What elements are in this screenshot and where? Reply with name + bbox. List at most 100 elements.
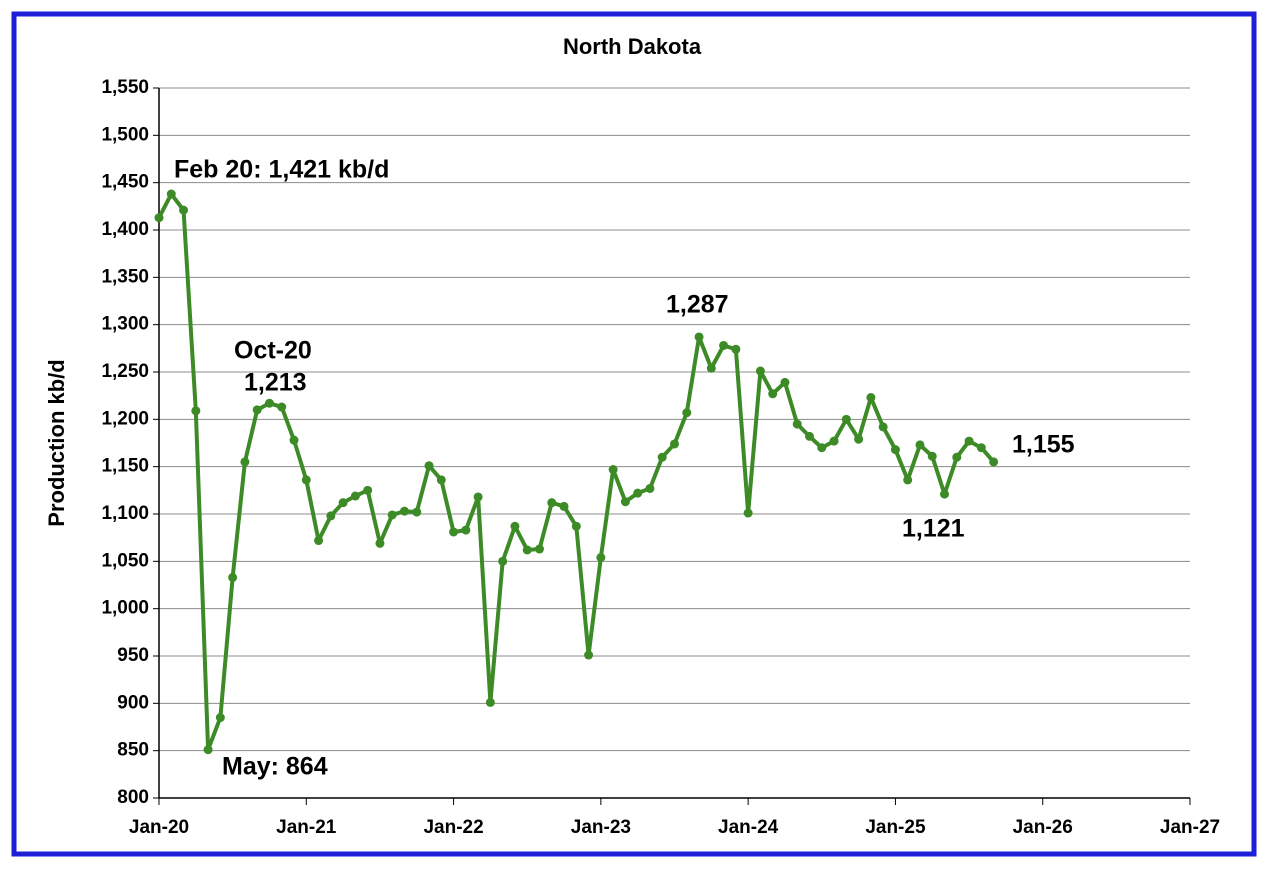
data-point bbox=[154, 213, 164, 223]
y-tick-label: 900 bbox=[117, 692, 149, 713]
data-point bbox=[387, 510, 397, 520]
data-point bbox=[350, 491, 360, 501]
data-point bbox=[264, 398, 274, 408]
annotation: Oct-20 bbox=[234, 337, 312, 365]
data-point bbox=[436, 475, 446, 485]
data-point bbox=[277, 402, 287, 412]
data-point bbox=[731, 344, 741, 354]
chart-title: North Dakota bbox=[563, 34, 702, 59]
data-point bbox=[829, 436, 839, 446]
data-point bbox=[399, 506, 409, 516]
data-point bbox=[633, 488, 643, 498]
data-point bbox=[841, 414, 851, 424]
data-point bbox=[363, 485, 373, 495]
data-point bbox=[252, 405, 262, 415]
data-point bbox=[964, 436, 974, 446]
x-tick-label: Jan-27 bbox=[1160, 817, 1220, 838]
data-point bbox=[792, 419, 802, 429]
data-point bbox=[805, 431, 815, 441]
data-point bbox=[424, 461, 434, 471]
y-tick-label: 1,550 bbox=[101, 77, 149, 98]
annotation: 1,121 bbox=[902, 515, 965, 543]
data-point bbox=[534, 544, 544, 554]
data-point bbox=[289, 435, 299, 445]
annotation: 1,213 bbox=[244, 369, 307, 397]
annotation: May: 864 bbox=[222, 753, 328, 781]
data-point bbox=[301, 475, 311, 485]
data-point bbox=[976, 443, 986, 453]
data-point bbox=[670, 439, 679, 449]
y-tick-label: 850 bbox=[117, 740, 149, 761]
x-tick-label: Jan-26 bbox=[1013, 817, 1073, 838]
data-point bbox=[314, 536, 324, 546]
annotation: 1,155 bbox=[1012, 431, 1075, 459]
data-point bbox=[179, 205, 189, 215]
data-point bbox=[854, 434, 864, 444]
x-tick-label: Jan-23 bbox=[571, 817, 631, 838]
data-point bbox=[547, 498, 557, 508]
y-tick-label: 1,450 bbox=[101, 172, 149, 193]
data-point bbox=[719, 340, 729, 350]
data-point bbox=[461, 525, 471, 535]
data-point bbox=[338, 498, 348, 508]
data-point bbox=[559, 501, 569, 511]
data-point bbox=[228, 572, 238, 582]
data-point bbox=[989, 457, 999, 467]
data-point bbox=[449, 527, 459, 537]
x-tick-label: Jan-21 bbox=[276, 817, 337, 838]
y-tick-label: 1,400 bbox=[101, 219, 149, 240]
data-point bbox=[326, 511, 336, 521]
x-tick-label: Jan-20 bbox=[129, 817, 189, 838]
data-point bbox=[682, 408, 692, 418]
y-tick-label: 1,500 bbox=[101, 124, 149, 145]
data-point bbox=[191, 406, 201, 416]
y-tick-label: 1,350 bbox=[101, 266, 149, 287]
data-point bbox=[375, 538, 385, 548]
annotation: Feb 20: 1,421 kb/d bbox=[174, 156, 389, 184]
data-point bbox=[620, 497, 630, 507]
data-point bbox=[780, 377, 790, 387]
data-point bbox=[694, 332, 704, 342]
data-point bbox=[510, 521, 520, 531]
data-point bbox=[890, 445, 900, 455]
y-tick-label: 1,150 bbox=[101, 456, 149, 477]
y-tick-label: 800 bbox=[117, 787, 149, 808]
data-point bbox=[755, 366, 765, 376]
y-tick-label: 1,100 bbox=[101, 503, 149, 524]
data-point bbox=[657, 452, 667, 462]
data-point bbox=[596, 553, 606, 563]
data-point bbox=[412, 507, 422, 517]
y-tick-label: 1,250 bbox=[101, 361, 149, 382]
data-point bbox=[608, 465, 618, 475]
x-tick-label: Jan-22 bbox=[423, 817, 483, 838]
y-tick-label: 1,200 bbox=[101, 408, 149, 429]
data-point bbox=[215, 713, 225, 723]
y-tick-label: 1,000 bbox=[101, 598, 149, 619]
data-point bbox=[240, 457, 250, 467]
data-point bbox=[485, 697, 495, 707]
data-point bbox=[743, 508, 753, 518]
data-point bbox=[878, 422, 888, 432]
data-point bbox=[498, 556, 508, 566]
data-point bbox=[903, 475, 913, 485]
y-tick-label: 950 bbox=[117, 645, 149, 666]
data-point bbox=[584, 650, 594, 660]
x-tick-label: Jan-24 bbox=[718, 817, 779, 838]
data-point bbox=[915, 440, 925, 450]
data-point bbox=[866, 393, 876, 403]
y-tick-label: 1,300 bbox=[101, 314, 149, 335]
annotation: 1,287 bbox=[666, 291, 729, 319]
data-point bbox=[927, 451, 937, 461]
data-point bbox=[473, 492, 483, 502]
data-point bbox=[203, 745, 213, 755]
data-point bbox=[952, 452, 962, 462]
data-point bbox=[645, 483, 655, 493]
data-point bbox=[706, 363, 716, 373]
y-axis-label: Production kb/d bbox=[44, 359, 69, 526]
data-point bbox=[571, 521, 581, 531]
data-point bbox=[522, 545, 532, 555]
data-point bbox=[817, 443, 827, 453]
data-point bbox=[166, 189, 176, 199]
